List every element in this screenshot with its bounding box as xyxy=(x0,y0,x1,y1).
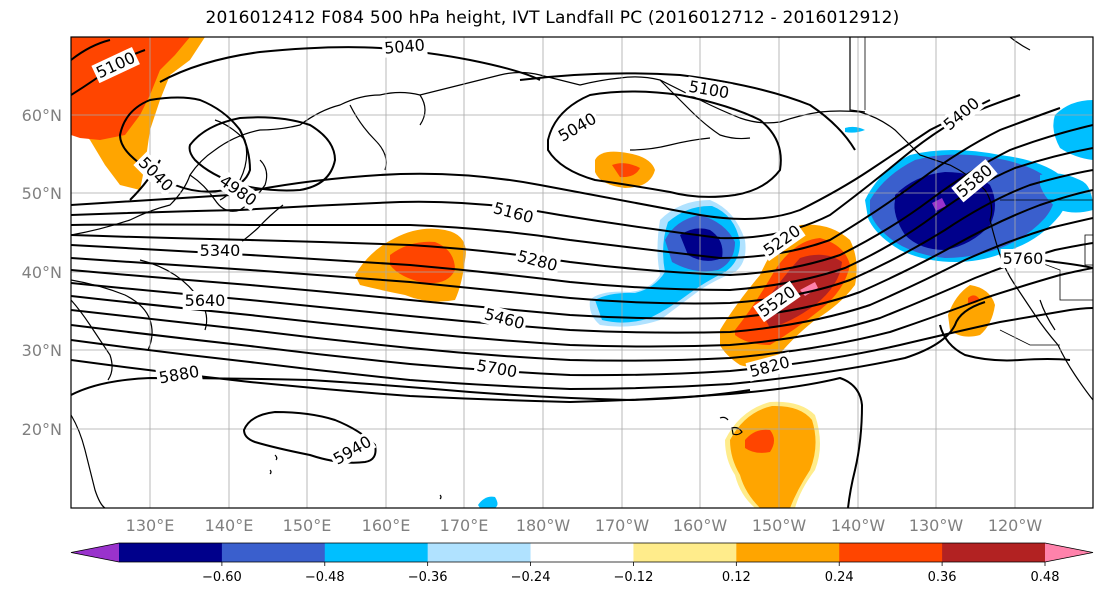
colorbar-segment xyxy=(942,543,1046,562)
lon-label: 140°E xyxy=(205,516,254,535)
lon-label: 130°W xyxy=(909,516,964,535)
colorbar-tick-label: 0.12 xyxy=(722,570,751,585)
contour-label-5640: 5640 xyxy=(185,291,226,310)
contour-label-5040: 5040 xyxy=(383,35,425,57)
shade-tiny-blue xyxy=(478,496,498,508)
lon-label: 160°W xyxy=(673,516,728,535)
colorbar-extend-high xyxy=(1045,543,1093,562)
lon-label: 130°E xyxy=(126,516,175,535)
colorbar-segment xyxy=(839,543,943,562)
lat-label-50n: 50°N xyxy=(22,184,62,203)
colorbar-tick-label: −0.24 xyxy=(511,570,551,585)
lon-label: 170°W xyxy=(595,516,650,535)
colorbar-tick-label: 0.48 xyxy=(1031,570,1060,585)
lat-label-60n: 60°N xyxy=(22,106,62,125)
colorbar-segment xyxy=(324,543,429,562)
colorbar-extend-low xyxy=(71,543,119,562)
lat-label-30n: 30°N xyxy=(22,341,62,360)
longitude-labels: 130°E 140°E 150°E 160°E 170°E 180°W 170°… xyxy=(126,516,1043,535)
colorbar-tick-label: −0.48 xyxy=(305,570,345,585)
colorbar-segment xyxy=(427,543,532,562)
colorbar: −0.60 −0.48 −0.36 −0.24 −0.12 0.12 0.24 0.36 0.4… xyxy=(70,542,1094,585)
colorbar-segment xyxy=(119,543,223,562)
colorbar-tick-label: 0.24 xyxy=(825,570,854,585)
map-frame xyxy=(70,36,1094,509)
lon-label: 150°E xyxy=(283,516,332,535)
colorbar-segment xyxy=(633,543,737,562)
colorbar-segment xyxy=(736,543,840,562)
lat-label-40n: 40°N xyxy=(22,263,62,282)
shade-south xyxy=(725,401,820,508)
contour-label-5340: 5340 xyxy=(200,241,241,260)
colorbar-segment xyxy=(221,543,326,562)
contour-label-5760: 5760 xyxy=(1003,249,1044,268)
lon-label: 150°W xyxy=(752,516,807,535)
lon-label: 140°W xyxy=(831,516,886,535)
colorbar-tick-label: −0.60 xyxy=(202,570,242,585)
map-title: 2016012412 F084 500 hPa height, IVT Land… xyxy=(205,8,900,28)
lat-label-20n: 20°N xyxy=(22,420,62,439)
colorbar-tick-label: −0.36 xyxy=(408,570,448,585)
latitude-labels: 60°N 50°N 40°N 30°N 20°N xyxy=(22,106,62,439)
colorbar-segment xyxy=(530,543,634,562)
lon-label: 160°E xyxy=(362,516,411,535)
lon-label: 170°E xyxy=(440,516,489,535)
colorbar-tick-label: 0.36 xyxy=(928,570,957,585)
shade-northeast-blue xyxy=(865,150,1068,262)
colorbar-tick-label: −0.12 xyxy=(614,570,654,585)
lon-label: 180°W xyxy=(516,516,571,535)
lon-label: 120°W xyxy=(988,516,1043,535)
